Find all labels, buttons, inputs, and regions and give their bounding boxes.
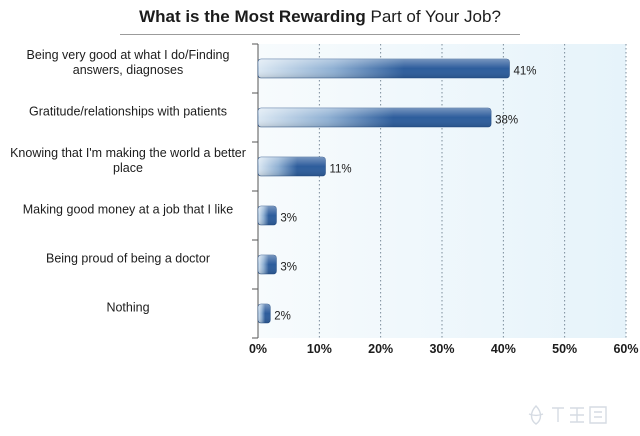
chart-title: What is the Most Rewarding Part of Your … <box>0 7 640 27</box>
x-tick-label: 40% <box>491 342 516 356</box>
category-label: Gratitude/relationships with patients <box>29 105 227 119</box>
watermark-logo <box>528 405 607 425</box>
x-tick-label: 60% <box>613 342 638 356</box>
value-label: 3% <box>280 213 297 225</box>
bar-highlight <box>258 59 510 78</box>
x-tick-label: 20% <box>368 342 393 356</box>
category-label-line: Being proud of being a doctor <box>46 252 210 266</box>
x-tick-label: 30% <box>429 342 454 356</box>
bar-highlight <box>258 157 326 176</box>
category-label: Being very good at what I do/Finding answ… <box>27 48 230 77</box>
x-tick-label: 0% <box>249 342 267 356</box>
category-label: Making good money at a job that I like <box>23 203 234 217</box>
category-label: Knowing that I'm making the world a bett… <box>10 146 246 175</box>
value-label: 11% <box>329 164 351 176</box>
x-tick-label: 50% <box>552 342 577 356</box>
x-tick-label: 10% <box>307 342 332 356</box>
category-label-line: answers, diagnoses <box>73 63 183 77</box>
category-label-line: Gratitude/relationships with patients <box>29 105 227 119</box>
category-label-line: Being very good at what I do/Finding <box>27 48 230 62</box>
category-label-line: Nothing <box>106 301 149 315</box>
bars <box>257 58 510 324</box>
value-label: 2% <box>274 311 291 323</box>
bar-highlight <box>258 304 271 323</box>
title-divider <box>120 34 520 35</box>
y-axis <box>252 43 259 339</box>
category-labels: Being very good at what I do/Finding answ… <box>10 48 246 315</box>
category-label-line: place <box>113 161 143 175</box>
bar-highlight <box>258 206 277 225</box>
category-label-line: Knowing that I'm making the world a bett… <box>10 146 246 160</box>
bar-highlight <box>258 255 277 274</box>
value-label: 3% <box>280 262 297 274</box>
bar-highlight <box>258 108 492 127</box>
category-label-line: Making good money at a job that I like <box>23 203 234 217</box>
value-label: 41% <box>513 66 536 78</box>
category-label: Nothing <box>106 301 149 315</box>
grid-lines <box>318 44 627 338</box>
value-label: 38% <box>495 115 518 127</box>
chart-title-normal: Part of Your Job? <box>370 7 501 26</box>
x-axis-tick-labels: 0% 10% 20% 30% 40% 50% 60% <box>249 342 639 356</box>
value-labels: 41% 38% 11% 3% 3% 2% <box>274 66 536 323</box>
chart-title-bold: What is the Most Rewarding <box>139 7 366 26</box>
category-label: Being proud of being a doctor <box>46 252 210 266</box>
